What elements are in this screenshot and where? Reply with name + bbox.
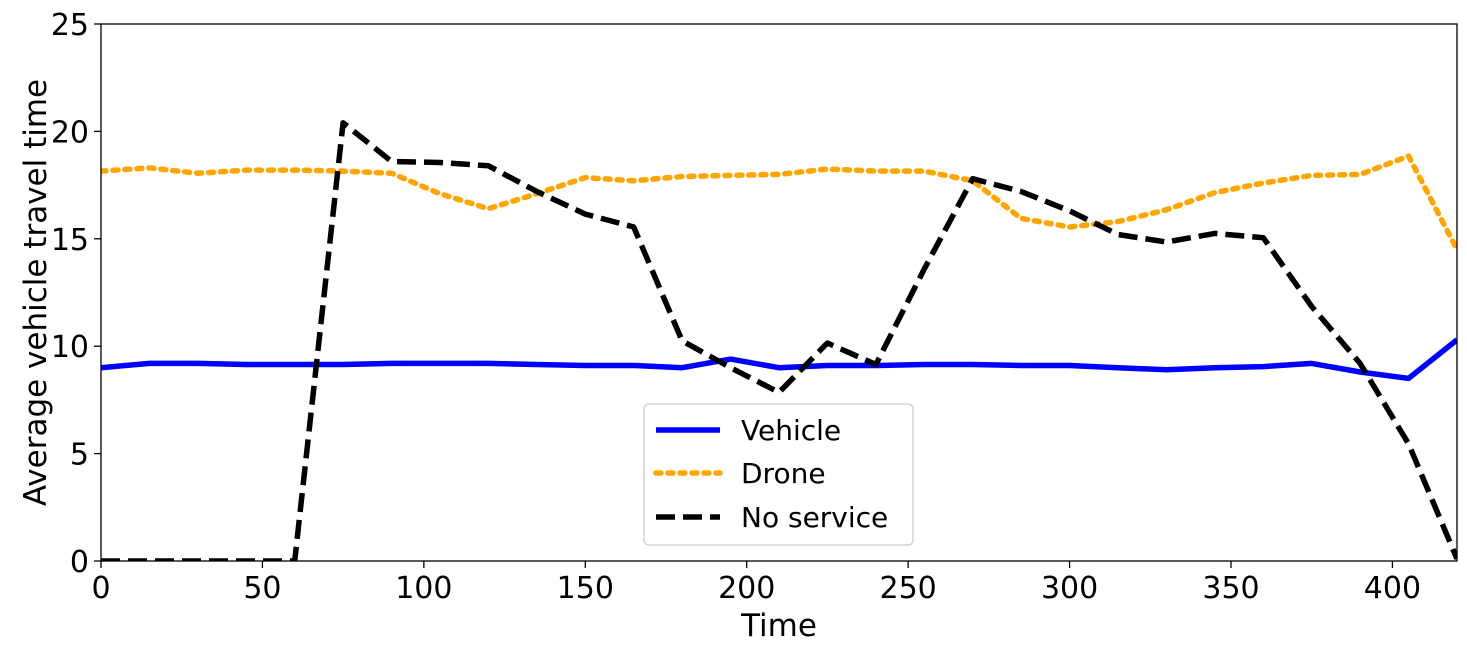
x-tick-label: 50 [243,571,281,606]
plot-frame [100,23,1458,562]
y-tick-label: 15 [51,223,89,258]
y-tick-label: 10 [51,330,89,365]
x-axis-title: Time [740,608,817,644]
x-tick-label: 0 [91,571,110,606]
series-line-vehicle [101,337,1457,382]
legend: Vehicle Drone No service [643,403,914,546]
series-line-drone [101,153,1457,253]
y-axis-ticks: 0 5 10 15 20 25 [51,8,101,580]
legend-label: Drone [741,457,826,490]
series-layer [101,120,1457,561]
x-tick-label: 350 [1202,571,1259,606]
y-tick-label: 0 [70,545,89,580]
y-tick-label: 5 [70,438,89,473]
legend-box [643,403,914,546]
x-tick-label: 100 [395,571,452,606]
x-tick-label: 250 [880,571,937,606]
x-tick-label: 300 [1041,571,1098,606]
series-line-no-service [101,120,1457,561]
x-axis-ticks: 0 50 100 150 200 250 300 350 400 [91,561,1421,606]
x-tick-label: 200 [718,571,775,606]
legend-label: No service [741,501,888,534]
y-tick-label: 25 [51,8,89,43]
y-tick-label: 20 [51,115,89,150]
x-tick-label: 400 [1364,571,1421,606]
y-axis-title: Average vehicle travel time [18,79,54,506]
legend-label: Vehicle [741,414,841,447]
x-tick-label: 150 [557,571,614,606]
